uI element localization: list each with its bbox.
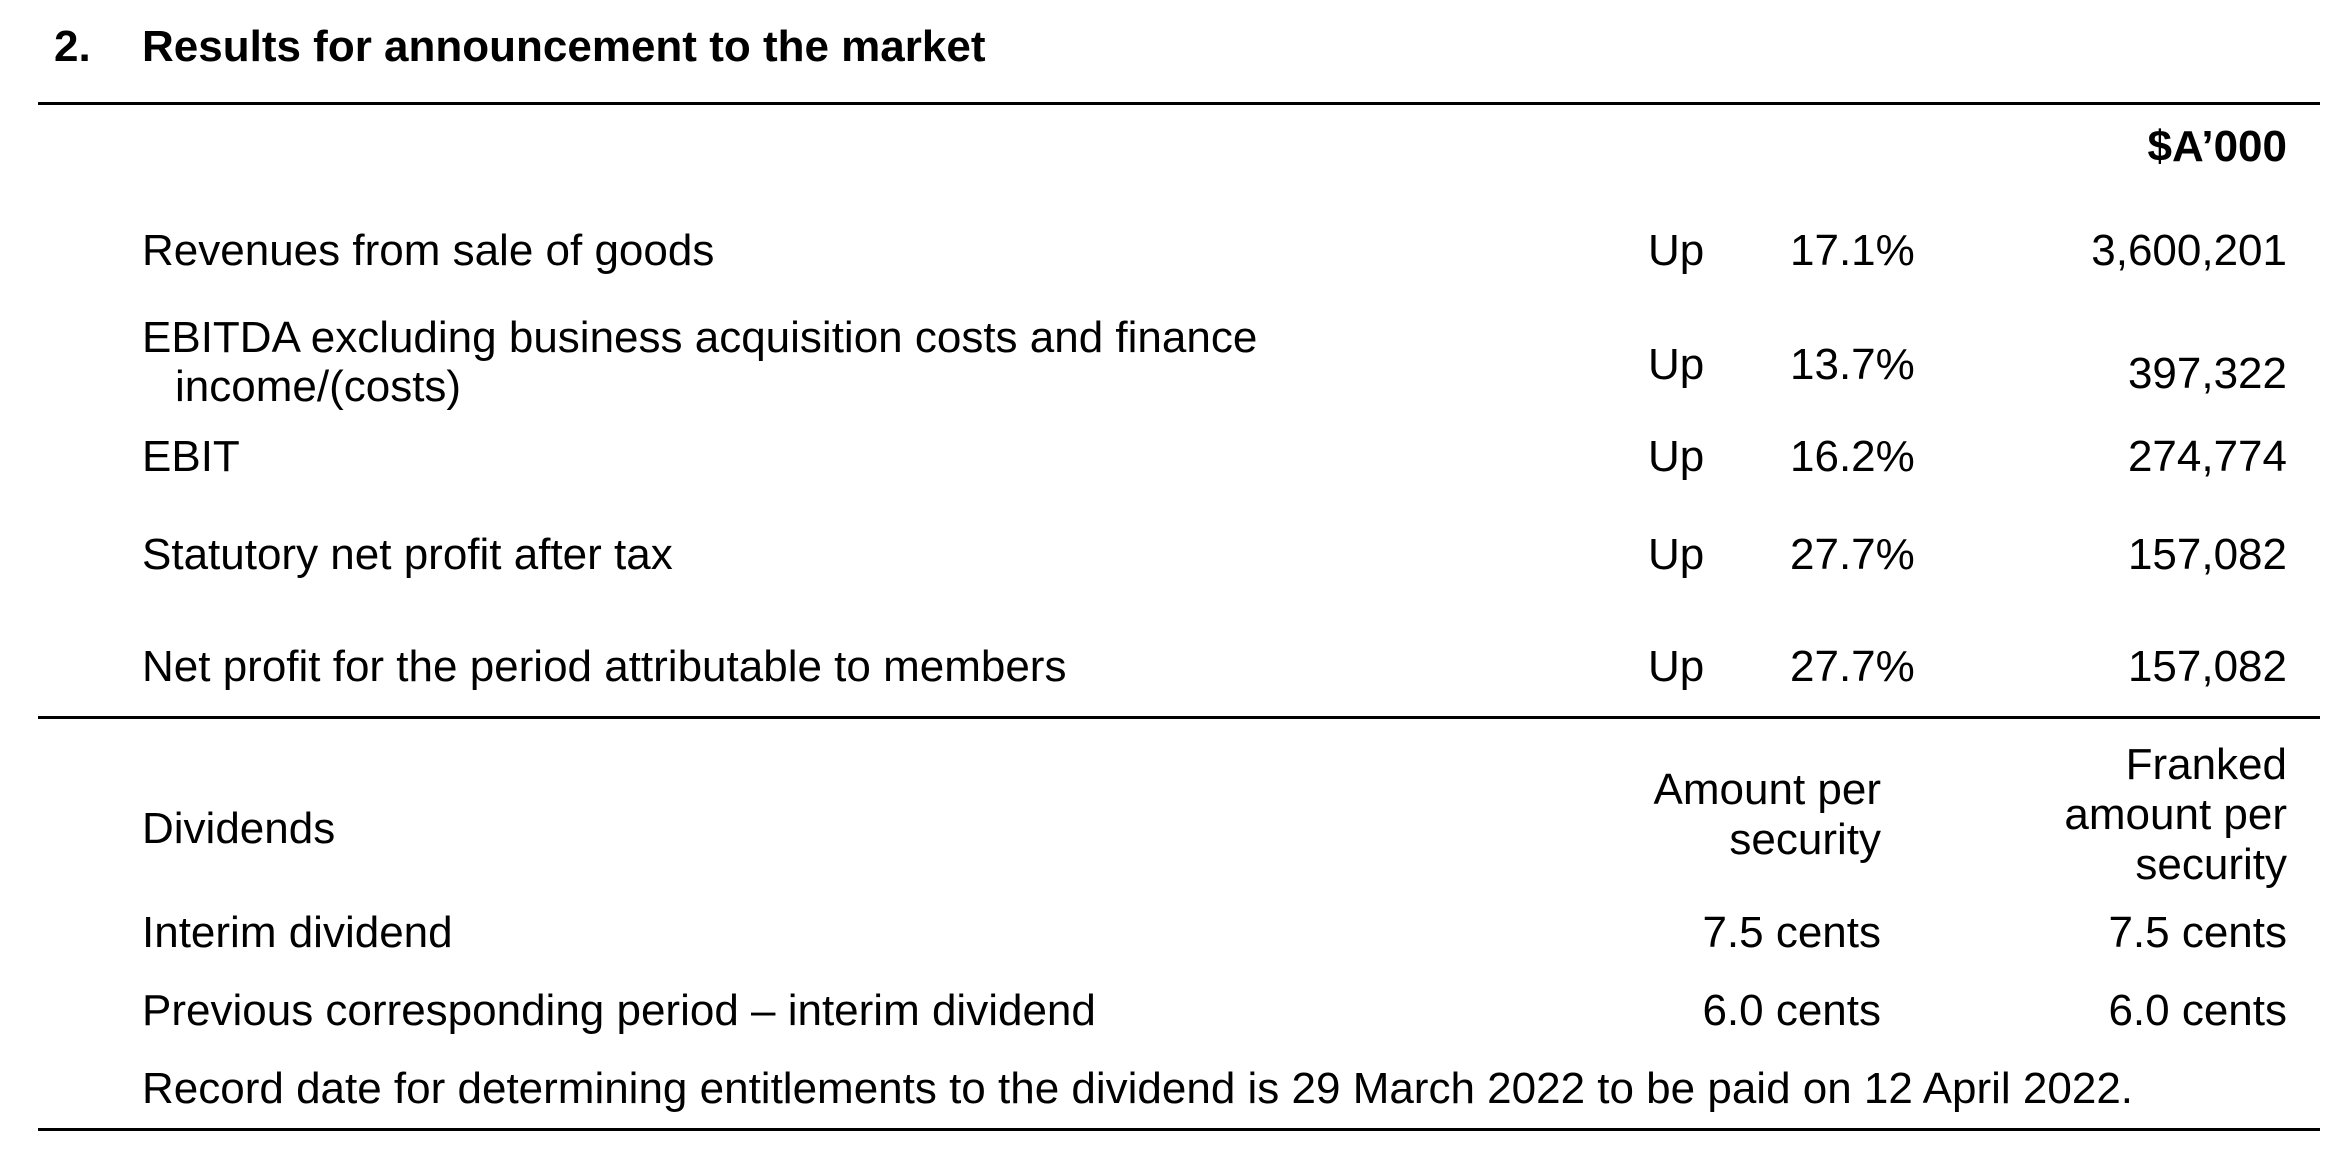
- dividend-row-label: Previous corresponding period – interim …: [142, 986, 1096, 1035]
- col-franked-header-line1: Franked: [2125, 740, 2287, 789]
- dividend-row-amount: 6.0 cents: [1702, 986, 1881, 1035]
- row-change: 16.2%: [1790, 432, 1915, 481]
- row-change: 13.7%: [1790, 340, 1915, 389]
- row-label: Net profit for the period attributable t…: [142, 642, 1067, 691]
- row-direction: Up: [1648, 340, 1705, 389]
- bottom-rule: [38, 1128, 2320, 1131]
- dividend-row-amount: 7.5 cents: [1702, 908, 1881, 957]
- row-direction: Up: [1648, 530, 1705, 579]
- row-value: 3,600,201: [2091, 226, 2287, 275]
- col-franked-header-line3: security: [2135, 840, 2287, 889]
- dividend-row-label: Interim dividend: [142, 908, 453, 957]
- row-direction: Up: [1648, 432, 1705, 481]
- row-label: EBIT: [142, 432, 240, 481]
- dividend-record-note: Record date for determining entitlements…: [142, 1064, 2134, 1113]
- row-value: 157,082: [2127, 642, 2287, 691]
- section-title: Results for announcement to the market: [142, 22, 986, 71]
- col-amount-header-line2: security: [1729, 815, 1881, 864]
- top-rule: [38, 102, 2320, 105]
- row-change: 17.1%: [1790, 226, 1915, 275]
- currency-header: $A’000: [2147, 122, 2287, 171]
- section-number: 2.: [54, 22, 91, 71]
- middle-rule: [38, 716, 2320, 719]
- col-amount-header-line1: Amount per: [1653, 765, 1881, 814]
- dividend-row-franked: 7.5 cents: [2108, 908, 2287, 957]
- row-change: 27.7%: [1790, 530, 1915, 579]
- row-value: 157,082: [2127, 530, 2287, 579]
- row-value: 274,774: [2127, 432, 2287, 481]
- row-direction: Up: [1648, 642, 1705, 691]
- row-label: Statutory net profit after tax: [142, 530, 673, 579]
- row-change: 27.7%: [1790, 642, 1915, 691]
- row-value: 397,322: [2127, 349, 2287, 398]
- dividends-label: Dividends: [142, 804, 336, 853]
- row-label-continued: income/(costs): [175, 362, 462, 411]
- row-label: Revenues from sale of goods: [142, 226, 715, 275]
- row-label: EBITDA excluding business acquisition co…: [142, 313, 1258, 362]
- row-direction: Up: [1648, 226, 1705, 275]
- dividend-row-franked: 6.0 cents: [2108, 986, 2287, 1035]
- col-franked-header-line2: amount per: [2064, 790, 2287, 839]
